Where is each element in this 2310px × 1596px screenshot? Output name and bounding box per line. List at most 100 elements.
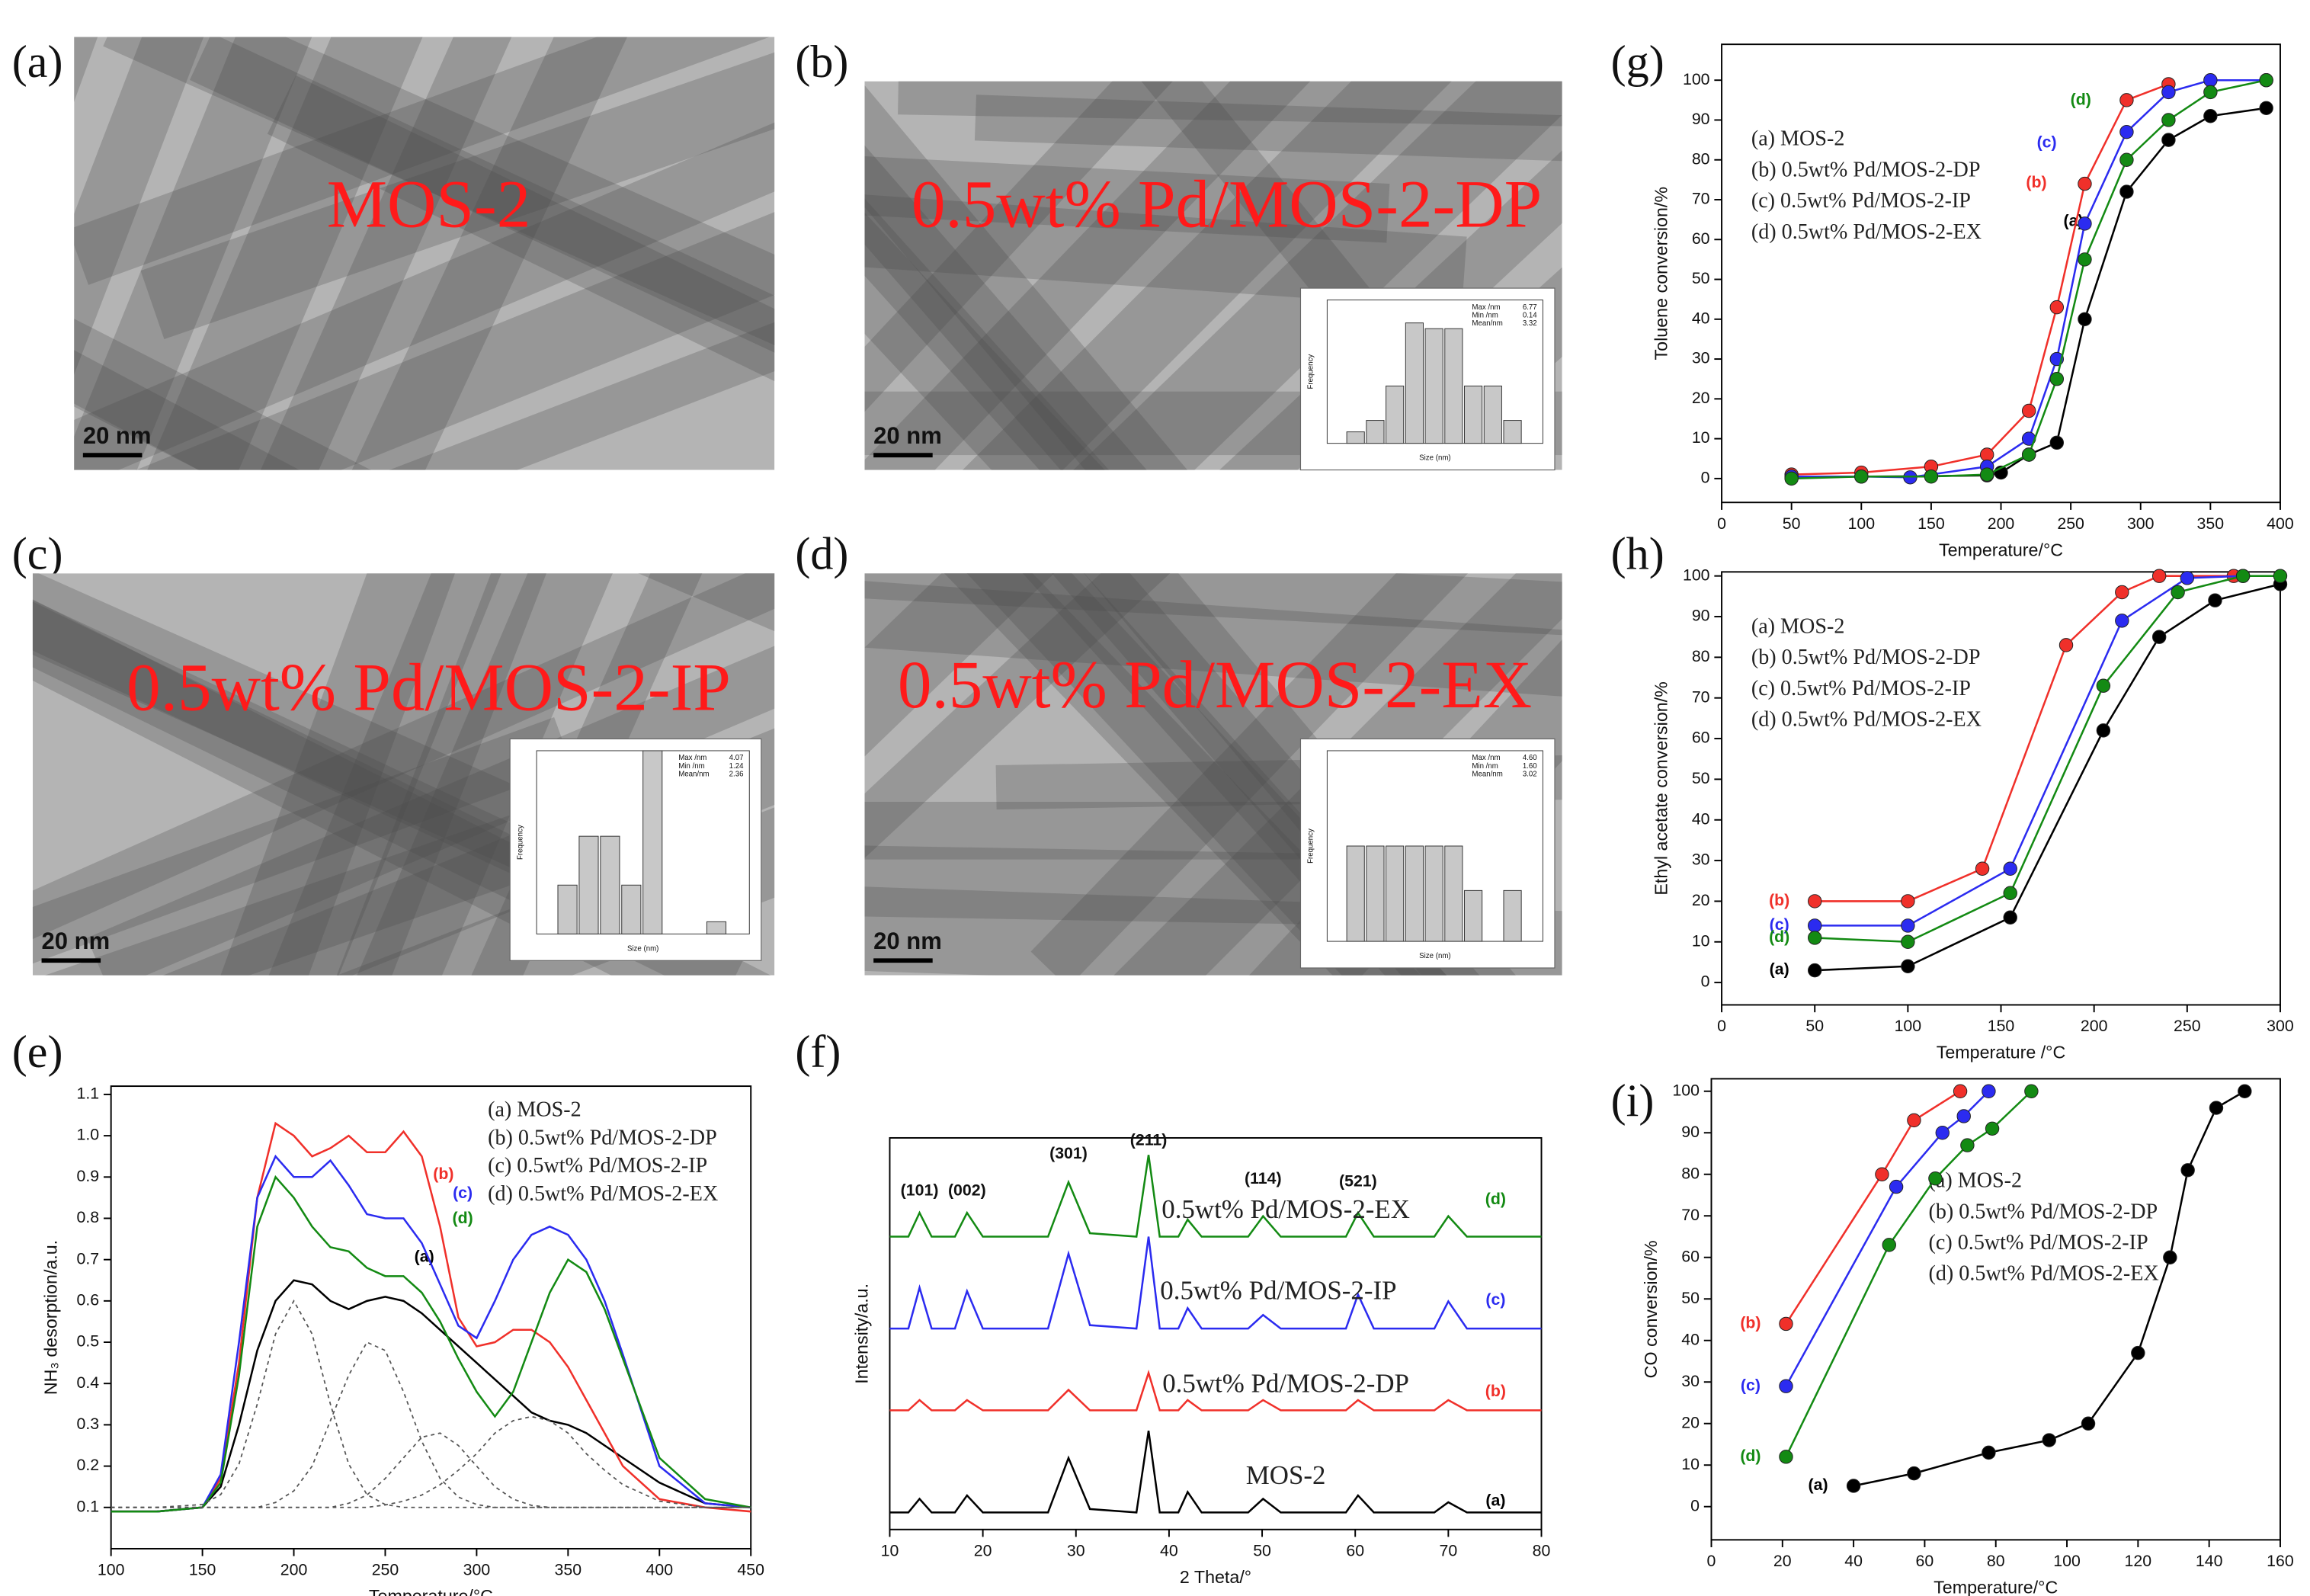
marker	[2209, 1101, 2224, 1115]
inset-stat: Max /nm	[1472, 303, 1500, 312]
x-axis-label: Temperature/°C	[369, 1586, 493, 1596]
nanorod	[864, 81, 1562, 470]
marker	[2049, 435, 2065, 450]
panel-label: (c)	[12, 529, 63, 580]
inset-bar	[1503, 420, 1522, 444]
y-tick-label: 100	[1683, 70, 1710, 88]
marker	[1975, 861, 1990, 876]
x-tick-label: 30	[1067, 1541, 1085, 1559]
x-axis-label: Temperature /°C	[1937, 1043, 2066, 1062]
series-label: (d)	[2071, 90, 2091, 108]
marker	[2042, 1433, 2056, 1447]
x-tick-label: 450	[737, 1561, 764, 1579]
y-axis-label: Toluene conversion/%	[1652, 187, 1671, 360]
series-line	[1785, 1090, 1961, 1325]
y-tick-label: 10	[1681, 1455, 1700, 1473]
marker	[2180, 1163, 2195, 1178]
marker	[2151, 569, 2167, 583]
x-axis-label: Temperature/°C	[1939, 540, 2063, 559]
legend-entry: (b) 0.5wt% Pd/MOS-2-DP	[488, 1126, 717, 1149]
inset-stat-value: 3.32	[1523, 319, 1537, 328]
y-tick-label: 0.7	[77, 1249, 100, 1268]
y-tick-label: 90	[1681, 1123, 1700, 1141]
y-tick-label: 30	[1692, 349, 1710, 367]
marker	[1979, 467, 1994, 482]
y-tick-label: 0.4	[77, 1373, 100, 1392]
y-tick-label: 80	[1692, 647, 1710, 665]
y-axis-label: NH₃ desorption/a.u.	[40, 1240, 60, 1395]
y-tick-label: 20	[1681, 1413, 1700, 1431]
nanorod	[74, 180, 668, 470]
series-line	[1785, 1090, 2033, 1457]
caption: 0.5wt% Pd/MOS-2-DP	[912, 168, 1542, 242]
series-line	[111, 1154, 751, 1513]
marker	[2161, 133, 2176, 147]
marker	[2235, 569, 2251, 583]
inset-bar	[1424, 328, 1443, 444]
marker	[2078, 312, 2092, 327]
nanorod	[974, 95, 1562, 177]
legend-entry: (d) 0.5wt% Pd/MOS-2-EX	[488, 1182, 718, 1206]
marker	[1956, 1109, 1971, 1123]
nanorod	[32, 716, 572, 976]
y-tick-label: 0.8	[77, 1208, 100, 1226]
nanorod	[103, 37, 775, 467]
y-tick-label: 90	[1692, 110, 1710, 128]
x-tick-label: 100	[1895, 1017, 1922, 1035]
marker	[1808, 894, 1822, 909]
inset-bar	[1366, 845, 1385, 942]
inset-stat: Mean/nm	[1472, 771, 1502, 779]
series-label: (a)	[1770, 960, 1789, 979]
y-tick-label: 0.1	[77, 1497, 100, 1515]
inset-bar	[1346, 845, 1365, 942]
marker	[1907, 1466, 1921, 1481]
panel-label: (h)	[1611, 529, 1664, 580]
inset-bar	[1366, 420, 1385, 444]
series-line	[889, 1155, 1542, 1238]
x-tick-label: 150	[1988, 1017, 2015, 1035]
inset-bar	[1424, 845, 1443, 942]
inset-xlabel: Size (nm)	[627, 944, 658, 953]
y-tick-label: 0.5	[77, 1332, 100, 1351]
inset-bar	[621, 884, 642, 934]
caption: MOS-2	[327, 168, 531, 242]
micrograph-bg	[74, 37, 775, 470]
legend-entry: (c) 0.5wt% Pd/MOS-2-IP	[1929, 1231, 2148, 1255]
marker	[1901, 918, 1915, 933]
marker	[1846, 1479, 1861, 1493]
plot-frame	[110, 1085, 752, 1550]
legend-entry: (a) MOS-2	[1751, 127, 1845, 151]
series-label: (c)	[2037, 133, 2057, 152]
series-label: (c)	[1770, 915, 1789, 934]
x-axis-label: Temperature/°C	[1934, 1577, 2058, 1596]
y-tick-label: 40	[1681, 1330, 1700, 1348]
marker	[1784, 471, 1799, 486]
marker	[2021, 447, 2036, 462]
plot-frame	[889, 1136, 1543, 1530]
nanorod	[864, 81, 1418, 470]
nanorod	[32, 573, 775, 941]
marker	[2115, 585, 2129, 600]
component-curve	[111, 1341, 751, 1508]
y-tick-label: 90	[1692, 607, 1710, 625]
x-tick-label: 200	[280, 1561, 308, 1579]
caption: 0.5wt% Pd/MOS-2-IP	[127, 651, 731, 726]
marker	[2119, 184, 2134, 199]
x-tick-label: 300	[2127, 514, 2155, 533]
caption: 0.5wt% Pd/MOS-2-EX	[898, 648, 1532, 723]
peak-label: (002)	[948, 1181, 986, 1199]
marker	[2119, 93, 2134, 107]
y-tick-label: 0.3	[77, 1415, 100, 1433]
inset-stat-value: 4.60	[1523, 754, 1537, 762]
marker	[1779, 1450, 1793, 1464]
marker	[2021, 403, 2036, 418]
peak-label: (114)	[1245, 1169, 1282, 1187]
marker	[2119, 124, 2134, 139]
marker	[2131, 1345, 2145, 1360]
scale-bar-label: 20 nm	[83, 422, 152, 449]
nanorod	[32, 573, 748, 976]
series-label: (b)	[1769, 891, 1789, 909]
legend-entry: (a) MOS-2	[488, 1098, 582, 1121]
inset-ylabel: Frequency	[1307, 354, 1315, 389]
y-tick-label: 0.2	[77, 1456, 100, 1474]
